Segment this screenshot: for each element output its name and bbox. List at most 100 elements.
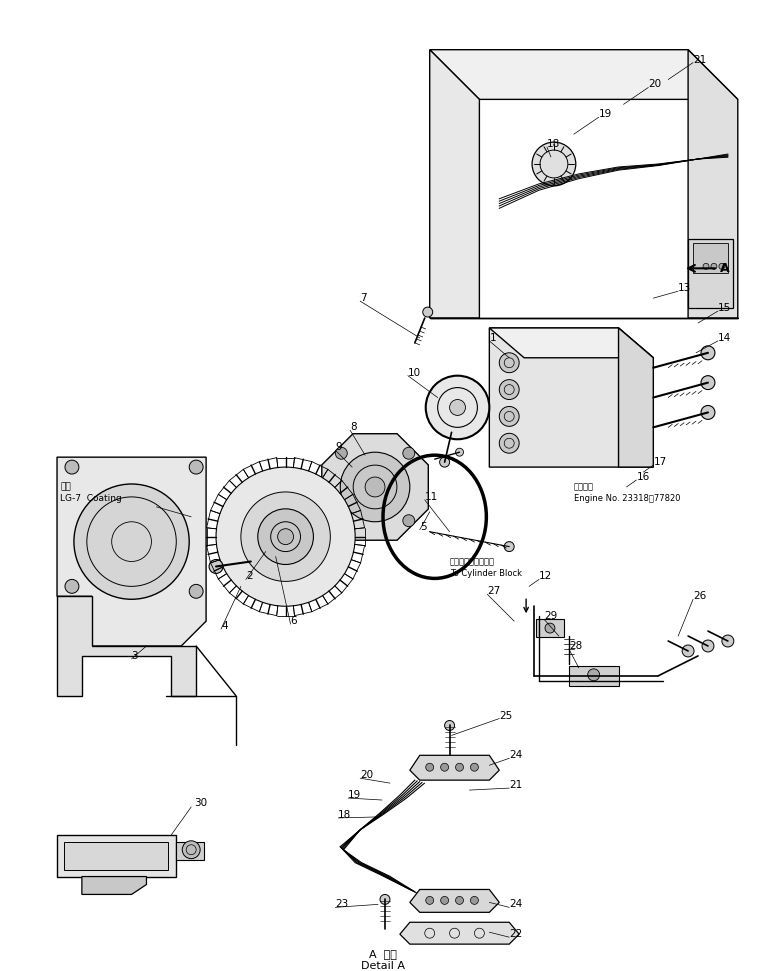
- Text: 27: 27: [487, 586, 500, 596]
- Polygon shape: [82, 877, 146, 894]
- Polygon shape: [322, 434, 428, 540]
- Polygon shape: [57, 596, 196, 695]
- Bar: [64, 842, 168, 870]
- Circle shape: [545, 623, 555, 633]
- Text: 17: 17: [653, 457, 666, 467]
- Text: 25: 25: [500, 711, 513, 720]
- Polygon shape: [400, 922, 519, 944]
- Text: 9: 9: [335, 442, 342, 452]
- Circle shape: [701, 406, 715, 419]
- Text: Engine No. 23318～77820: Engine No. 23318～77820: [574, 494, 680, 503]
- Circle shape: [216, 467, 355, 606]
- Text: 24: 24: [509, 751, 522, 760]
- Circle shape: [441, 763, 448, 771]
- Circle shape: [682, 645, 694, 657]
- Circle shape: [701, 346, 715, 360]
- Text: 1: 1: [490, 333, 496, 343]
- Circle shape: [455, 449, 464, 456]
- Circle shape: [500, 407, 519, 426]
- Polygon shape: [410, 889, 500, 913]
- Text: 16: 16: [636, 472, 649, 482]
- Text: 3: 3: [132, 651, 138, 661]
- Bar: [57, 835, 176, 877]
- Circle shape: [189, 460, 203, 474]
- Bar: [693, 244, 728, 273]
- Text: 8: 8: [350, 422, 356, 432]
- Text: 10: 10: [408, 368, 421, 378]
- Text: 21: 21: [693, 54, 706, 65]
- Circle shape: [500, 352, 519, 373]
- Text: 24: 24: [509, 899, 522, 910]
- Circle shape: [423, 307, 433, 317]
- Circle shape: [532, 142, 576, 185]
- Circle shape: [335, 515, 347, 526]
- Circle shape: [455, 763, 464, 771]
- Text: A: A: [720, 262, 730, 275]
- Text: 20: 20: [360, 770, 373, 780]
- Bar: [688, 239, 733, 308]
- Polygon shape: [619, 328, 653, 467]
- Text: 28: 28: [569, 641, 582, 651]
- Text: 29: 29: [544, 611, 557, 621]
- Text: 14: 14: [718, 333, 731, 343]
- Circle shape: [380, 894, 390, 904]
- Circle shape: [209, 559, 223, 574]
- Text: 18: 18: [547, 139, 560, 150]
- Bar: [536, 619, 564, 637]
- Circle shape: [450, 399, 465, 416]
- Text: 13: 13: [678, 284, 692, 293]
- Circle shape: [426, 376, 490, 439]
- Text: シリンダブロックへ: シリンダブロックへ: [450, 557, 495, 566]
- Circle shape: [426, 763, 434, 771]
- Circle shape: [241, 492, 330, 582]
- Text: 5: 5: [420, 521, 426, 532]
- Circle shape: [440, 457, 450, 467]
- Polygon shape: [430, 50, 737, 99]
- Circle shape: [441, 896, 448, 904]
- Circle shape: [455, 896, 464, 904]
- Circle shape: [444, 720, 454, 730]
- Circle shape: [588, 669, 600, 681]
- Text: 30: 30: [194, 798, 207, 808]
- Circle shape: [470, 763, 478, 771]
- Text: 適用号機: 適用号機: [574, 483, 594, 491]
- Text: Detail A: Detail A: [361, 961, 405, 971]
- Circle shape: [65, 460, 79, 474]
- Text: 22: 22: [509, 929, 522, 939]
- Polygon shape: [490, 328, 653, 467]
- Circle shape: [426, 896, 434, 904]
- Text: 23: 23: [335, 899, 349, 910]
- Text: 18: 18: [338, 810, 352, 820]
- Text: 20: 20: [649, 80, 662, 89]
- Polygon shape: [688, 50, 737, 318]
- Circle shape: [711, 263, 717, 269]
- Circle shape: [703, 263, 709, 269]
- Text: 11: 11: [425, 492, 438, 502]
- Bar: [176, 842, 204, 859]
- Polygon shape: [57, 457, 206, 646]
- Text: LG-7  Coating: LG-7 Coating: [60, 494, 122, 503]
- Circle shape: [278, 529, 294, 545]
- Circle shape: [340, 452, 410, 521]
- Circle shape: [74, 484, 189, 599]
- Text: 15: 15: [718, 303, 731, 313]
- Circle shape: [702, 640, 714, 652]
- Circle shape: [403, 515, 415, 526]
- Text: 2: 2: [246, 571, 252, 582]
- Polygon shape: [430, 50, 480, 318]
- Text: A  詳細: A 詳細: [369, 949, 397, 959]
- Text: 4: 4: [221, 621, 228, 631]
- Circle shape: [335, 448, 347, 459]
- Circle shape: [701, 376, 715, 389]
- Circle shape: [722, 635, 734, 647]
- Circle shape: [189, 585, 203, 598]
- Circle shape: [504, 542, 514, 552]
- Circle shape: [258, 509, 314, 564]
- Circle shape: [65, 580, 79, 593]
- Text: 21: 21: [509, 780, 522, 790]
- Circle shape: [365, 477, 385, 497]
- Circle shape: [500, 380, 519, 399]
- Circle shape: [182, 841, 200, 858]
- Text: 塗布: 塗布: [60, 483, 70, 491]
- Circle shape: [470, 896, 478, 904]
